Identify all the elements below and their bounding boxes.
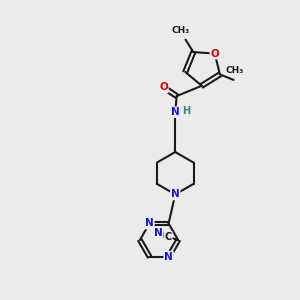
Text: C: C [165,232,172,242]
Text: O: O [210,49,219,58]
Text: N: N [164,252,173,262]
Text: N: N [154,228,163,239]
Text: CH₃: CH₃ [172,26,190,35]
Text: N: N [171,189,180,200]
Text: H: H [182,106,190,116]
Text: N: N [145,218,154,229]
Text: CH₃: CH₃ [226,67,244,76]
Text: N: N [171,107,180,117]
Text: O: O [159,82,168,92]
